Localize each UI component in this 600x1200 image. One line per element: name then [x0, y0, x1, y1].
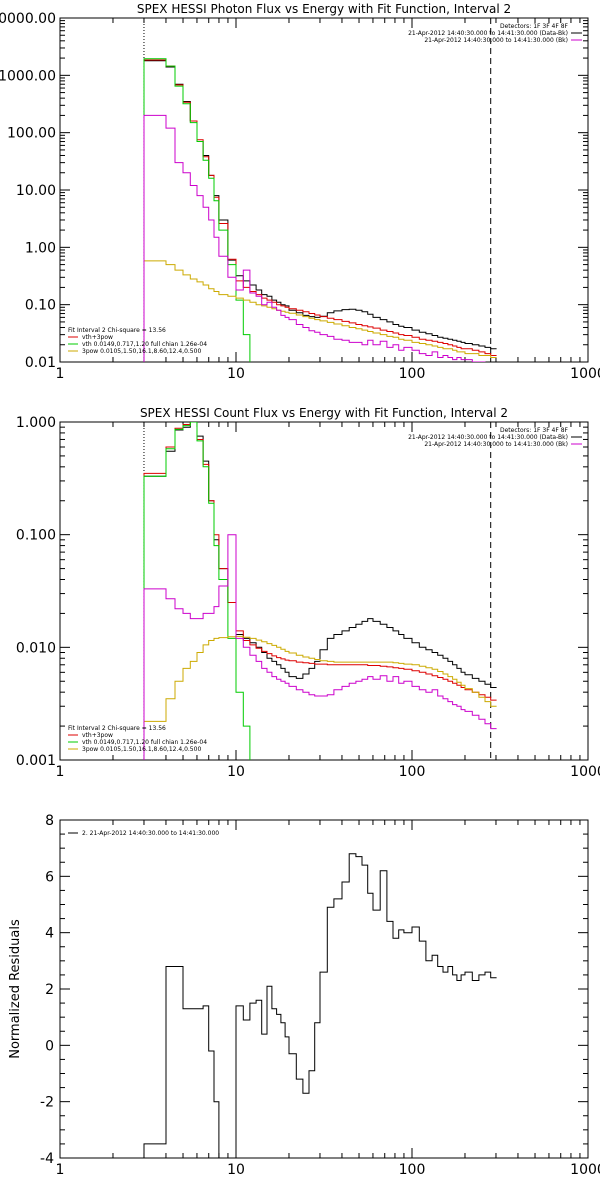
x-tick-label: 1000 [570, 764, 600, 780]
legend-right-entry: 21-Apr-2012 14:40:30.000 to 14:41:30.000… [408, 30, 568, 37]
panel-3: 1 10 100 1000 -4 -2 0 2 4 6 8 Normalized Residuals 2… [8, 813, 600, 1178]
legend-left-title: Fit Interval 2 Chi-square = 13.56 [68, 327, 166, 334]
legend-left-entry: 2. 21-Apr-2012 14:40:30.000 to 14:41:30.… [82, 830, 219, 837]
series-line-data-bk [143, 60, 497, 362]
plot-frame [59, 17, 589, 363]
y-tick-label: -2 [40, 1095, 54, 1111]
x-tick-label: 1 [56, 1162, 65, 1178]
y-tick-label: 0000.00 [0, 11, 56, 27]
y-tick-label: -4 [40, 1151, 54, 1167]
y-tick-label: 8 [45, 813, 54, 829]
series-group [143, 853, 497, 1158]
y-tick-label: 6 [45, 869, 54, 885]
y-tick-label: 1.00 [25, 240, 56, 256]
x-tick-label: 100 [399, 366, 426, 382]
legend-left-entry: 3pow 0.0105,1.50,16.1,8.60,12.4,0.500 [82, 746, 201, 753]
legend-right-entry: Detectors: 1F 3F 4F 8F [500, 427, 569, 434]
series-line-3pow [143, 635, 497, 760]
plot-frame [59, 421, 589, 761]
series-line-data-bk [143, 422, 497, 760]
legend-left-entry: vth 0.0149,0.717,1.20 full chian 1.26e-0… [82, 341, 207, 348]
y-tick-label: 10.00 [16, 183, 56, 199]
y-tick-label: 0.010 [16, 640, 56, 656]
panel-2: SPEX HESSI Count Flux vs Energy with Fit… [16, 406, 600, 780]
y-tick-label: 1.000 [16, 415, 56, 431]
x-tick-label: 1000 [570, 366, 600, 382]
legend-right-entry: 21-Apr-2012 14:40:30.000 to 14:41:30.000… [408, 434, 568, 441]
y-tick-label: 0.10 [25, 298, 56, 314]
series-line-bk [143, 114, 486, 362]
legend-left-entry: 3pow 0.0105,1.50,16.1,8.60,12.4,0.500 [82, 348, 201, 355]
plot-frame [59, 819, 589, 1159]
y-tick-label: 2 [45, 982, 54, 998]
y-tick-label: 0.100 [16, 528, 56, 544]
legend-left-entry: vth+3pow [82, 732, 113, 739]
chart-title: SPEX HESSI Count Flux vs Energy with Fit… [140, 406, 508, 420]
legend-left: Fit Interval 2 Chi-square = 13.56vth+3po… [68, 725, 207, 753]
series-line-vth-3pow [143, 59, 497, 362]
legend-left-title: Fit Interval 2 Chi-square = 13.56 [68, 725, 166, 732]
y-tick-label: 0.001 [16, 753, 56, 769]
x-tick-label: 10 [227, 1162, 245, 1178]
x-axis: 1 10 100 1000 [56, 820, 600, 1178]
y-axis: 0.01 0.10 1.00 10.00 100.00 1000.00 0000.00 [0, 11, 588, 371]
x-tick-label: 100 [399, 764, 426, 780]
x-tick-label: 1 [56, 764, 65, 780]
series-line-bk [143, 534, 497, 760]
legend-left: Fit Interval 2 Chi-square = 13.56vth+3po… [68, 327, 207, 355]
legend-right-entry: 21-Apr-2012 14:40:30.000 to 14:41:30.000… [424, 37, 568, 44]
legend-right-entry: 21-Apr-2012 14:40:30.000 to 14:41:30.000… [424, 441, 568, 448]
x-tick-label: 100 [399, 1162, 426, 1178]
y-tick-label: 0 [45, 1038, 54, 1054]
x-tick-label: 10 [227, 764, 245, 780]
y-tick-label: 1000.00 [0, 68, 56, 84]
x-tick-label: 1000 [570, 1162, 600, 1178]
y-tick-label: 4 [45, 926, 54, 942]
y-axis: -4 -2 0 2 4 6 8 [40, 813, 588, 1167]
x-axis: 1 10 100 1000 [56, 422, 600, 780]
legend-left-entry: vth 0.0149,0.717,1.20 full chian 1.26e-0… [82, 739, 207, 746]
y-axis-label: Normalized Residuals [8, 919, 23, 1059]
series-line-vth [143, 58, 251, 362]
y-tick-label: 100.00 [7, 126, 56, 142]
x-axis: 1 10 100 1000 [56, 18, 600, 382]
chart-title: SPEX HESSI Photon Flux vs Energy with Fi… [137, 2, 511, 16]
y-axis: 0.001 0.010 0.100 1.000 [16, 415, 588, 769]
x-tick-label: 10 [227, 366, 245, 382]
series-line-3pow [143, 260, 497, 362]
series-line-vth-3pow [143, 422, 497, 760]
y-tick-label: 0.01 [25, 355, 56, 371]
series-group [143, 422, 497, 760]
legend-right-entry: Detectors: 1F 3F 4F 8F [500, 23, 569, 30]
legend-left: 2. 21-Apr-2012 14:40:30.000 to 14:41:30.… [68, 830, 219, 837]
series-line-0 [143, 853, 497, 1158]
series-line-vth [143, 422, 251, 760]
panel-1: SPEX HESSI Photon Flux vs Energy with Fi… [0, 2, 600, 382]
legend-left-entry: vth+3pow [82, 334, 113, 341]
x-tick-label: 1 [56, 366, 65, 382]
series-group [143, 58, 497, 362]
